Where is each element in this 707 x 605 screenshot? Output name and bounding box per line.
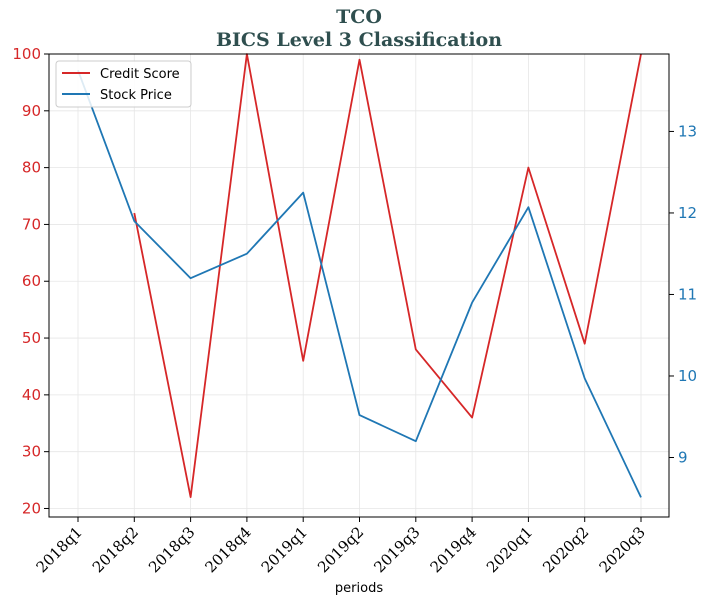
tick-label-left-30: 30 (22, 443, 41, 461)
tick-label-right-9: 9 (678, 448, 688, 466)
tick-label-left-60: 60 (22, 272, 41, 290)
tick-label-right-10: 10 (678, 367, 697, 385)
tick-label-left-20: 20 (22, 499, 41, 517)
series-line-stock-price (77, 69, 642, 498)
tick-label-left-100: 100 (12, 45, 41, 63)
tick-label-x-2020q3: 2020q3 (596, 523, 649, 576)
tick-label-left-80: 80 (22, 159, 41, 177)
tick-label-x-2019q4: 2019q4 (427, 523, 480, 576)
tick-label-x-2020q1: 2020q1 (483, 523, 536, 576)
legend-label-credit-score: Credit Score (100, 67, 180, 82)
tick-label-left-50: 50 (22, 329, 41, 347)
tick-label-left-70: 70 (22, 215, 41, 233)
tick-label-right-11: 11 (678, 285, 697, 303)
tick-label-right-13: 13 (678, 122, 697, 140)
chart-title: TCO (336, 6, 382, 28)
x-axis: 2018q1 2018q2 2018q3 2018q4 2019q1 2019q2 2019… (33, 517, 649, 576)
x-axis-label: periods (335, 581, 383, 596)
series-lines (77, 53, 642, 499)
legend-label-stock-price: Stock Price (100, 88, 172, 103)
tick-label-x-2019q2: 2019q2 (314, 523, 367, 576)
tick-label-x-2018q1: 2018q1 (33, 523, 86, 576)
right-axis: 9 10 11 12 13 (669, 122, 697, 466)
tick-label-x-2018q3: 2018q3 (145, 523, 198, 576)
left-axis: 20 30 40 50 60 70 80 90 100 (12, 45, 49, 517)
tick-label-x-2019q1: 2019q1 (258, 523, 311, 576)
tick-label-x-2018q4: 2018q4 (201, 523, 254, 576)
tick-label-left-90: 90 (22, 102, 41, 120)
tick-label-x-2019q3: 2019q3 (370, 523, 423, 576)
plot-frame (48, 53, 670, 518)
tick-label-left-40: 40 (22, 386, 41, 404)
tick-label-right-12: 12 (678, 204, 697, 222)
grid (49, 53, 669, 517)
chart-subtitle: BICS Level 3 Classification (216, 29, 502, 51)
tick-label-x-2018q2: 2018q2 (89, 523, 142, 576)
legend: Credit Score Stock Price (55, 60, 192, 108)
series-line-credit-score (133, 53, 642, 499)
tick-label-x-2020q2: 2020q2 (539, 523, 592, 576)
